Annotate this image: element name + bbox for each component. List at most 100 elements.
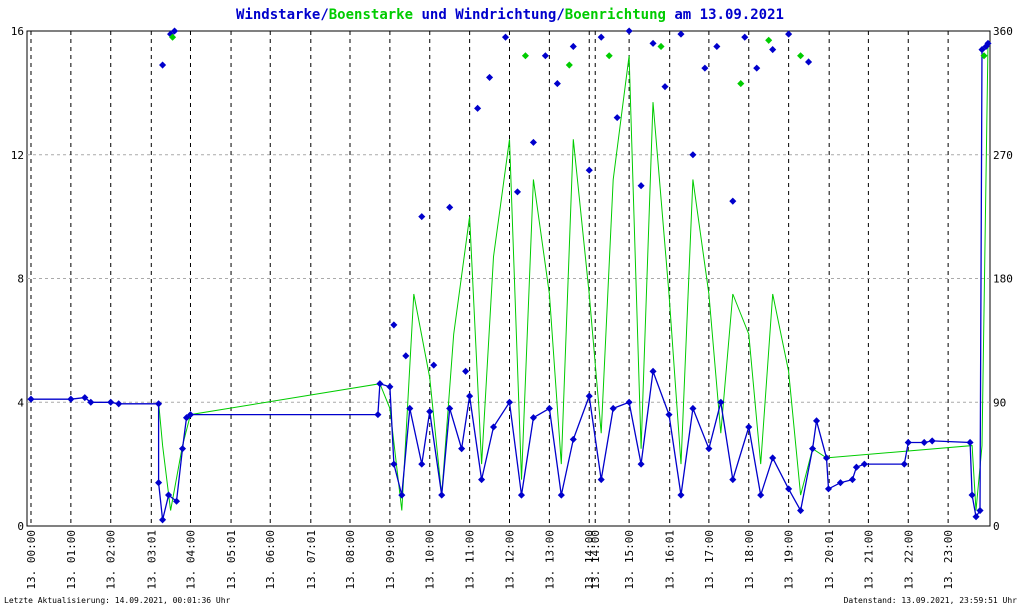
x-tick-label: 13. 09:00 — [384, 530, 397, 590]
direction-point-windrichtung — [569, 42, 577, 51]
direction-point-windrichtung — [585, 166, 593, 174]
wind-point — [609, 404, 617, 412]
wind-point — [745, 423, 753, 431]
direction-point-windrichtung — [390, 321, 398, 329]
wind-point — [27, 395, 35, 403]
direction-point-windrichtung — [553, 80, 561, 88]
title-part-1: / — [320, 7, 328, 23]
direction-point-boenrichtung — [605, 52, 613, 60]
direction-point-windrichtung — [741, 33, 749, 41]
direction-point-windrichtung — [677, 30, 685, 38]
wind-point — [115, 400, 123, 408]
x-tick-label: 13. 03:01 — [145, 530, 158, 590]
wind-point — [386, 383, 394, 391]
wind-point — [972, 513, 980, 521]
footer-right: Datenstand: 13.09.2021, 23:59:51 Uhr — [844, 596, 1018, 605]
x-tick-label: 13. 18:00 — [743, 530, 756, 590]
direction-point-windrichtung — [513, 188, 522, 196]
direction-point-windrichtung — [541, 52, 549, 60]
x-tick-label: 13. 20:01 — [823, 530, 836, 590]
x-tick-label: 13. 07:01 — [305, 530, 318, 590]
wind-point — [717, 398, 725, 406]
direction-point-windrichtung — [649, 39, 657, 47]
wind-point — [390, 460, 398, 468]
wind-point — [852, 463, 860, 471]
wind-point — [966, 438, 974, 447]
wind-point — [729, 476, 737, 484]
x-tick-label: 13. 15:00 — [623, 530, 636, 590]
direction-point-windrichtung — [729, 197, 737, 205]
footer-left: Letzte Aktualisierung: 14.09.2021, 00:01… — [4, 596, 231, 605]
wind-point — [677, 491, 685, 499]
title-part-5: / — [556, 7, 564, 23]
wind-point — [155, 400, 163, 408]
direction-point-boenrichtung — [169, 33, 177, 41]
x-tick-label: 13. 10:00 — [424, 530, 437, 590]
direction-point-boenrichtung — [565, 61, 573, 69]
direction-point-windrichtung — [701, 64, 709, 72]
x-tick-label: 13. 06:00 — [264, 530, 277, 590]
wind-point — [446, 404, 454, 412]
direction-point-windrichtung — [446, 203, 454, 211]
direction-point-boenrichtung — [521, 52, 529, 60]
wind-point — [649, 367, 657, 375]
axis-layer: 0 0 4 90 8 180 12 270 16 360 13. 00:00 13. 01:00 13.… — [11, 25, 1013, 590]
direction-point-windrichtung — [462, 367, 470, 375]
wind-point — [920, 438, 928, 447]
y-right-tick-label: 0 — [993, 520, 1000, 533]
wind-point — [928, 437, 936, 445]
direction-point-windrichtung — [769, 46, 777, 54]
wind-point — [398, 491, 406, 499]
wind-point — [797, 506, 805, 515]
wind-point — [178, 445, 187, 453]
direction-point-windrichtung — [597, 33, 605, 41]
y-left-tick-label: 0 — [17, 520, 24, 533]
x-tick-label: 13. 13:00 — [543, 530, 556, 590]
wind-point — [182, 414, 191, 422]
title-part-6: Boenrichtung — [565, 7, 666, 23]
direction-point-windrichtung — [689, 151, 697, 159]
direction-point-windrichtung — [171, 27, 179, 35]
wind-point — [505, 398, 514, 406]
x-tick-label: 13. 00:00 — [25, 530, 38, 590]
x-tick-label: 13. 01:00 — [65, 530, 78, 590]
title-part-3: und — [413, 7, 455, 23]
direction-point-windrichtung — [486, 73, 494, 81]
wind-point — [904, 438, 912, 447]
wind-point — [785, 485, 793, 493]
wind-point — [757, 491, 765, 499]
wind-point — [107, 398, 115, 406]
x-tick-label: 13. 12:00 — [503, 530, 516, 590]
wind-point — [637, 460, 645, 468]
title-part-0: Windstarke — [236, 7, 320, 23]
wind-point — [426, 407, 434, 416]
chart-title: Windstarke/Boenstarke und Windrichtung/B… — [236, 7, 784, 23]
direction-point-windrichtung — [713, 42, 721, 51]
y-left-tick-label: 8 — [17, 273, 24, 286]
y-right-tick-label: 90 — [993, 396, 1006, 409]
wind-point — [848, 476, 856, 484]
x-tick-label: 13. 04:00 — [184, 530, 197, 590]
wind-point — [836, 479, 845, 487]
direction-point-windrichtung — [613, 114, 621, 122]
wind-point — [87, 398, 95, 406]
wind-point — [81, 394, 89, 402]
wind-point — [978, 46, 986, 54]
direction-point-windrichtung — [474, 104, 482, 112]
y-left-tick-label: 16 — [11, 25, 24, 38]
series-line-windstarke — [31, 43, 989, 520]
direction-point-windrichtung — [418, 213, 426, 221]
direction-point-windrichtung — [625, 27, 633, 35]
wind-point — [155, 479, 163, 487]
direction-point-boenrichtung — [980, 52, 988, 60]
direction-point-windrichtung — [805, 58, 813, 66]
x-tick-label: 13. 17:00 — [703, 530, 716, 590]
wind-point — [824, 485, 833, 493]
wind-point — [689, 404, 697, 412]
wind-point — [67, 395, 75, 403]
direction-point-windrichtung — [529, 138, 537, 146]
wind-point — [813, 417, 821, 425]
title-part-7: am 13.09.2021 — [666, 7, 784, 23]
wind-point — [625, 398, 633, 406]
